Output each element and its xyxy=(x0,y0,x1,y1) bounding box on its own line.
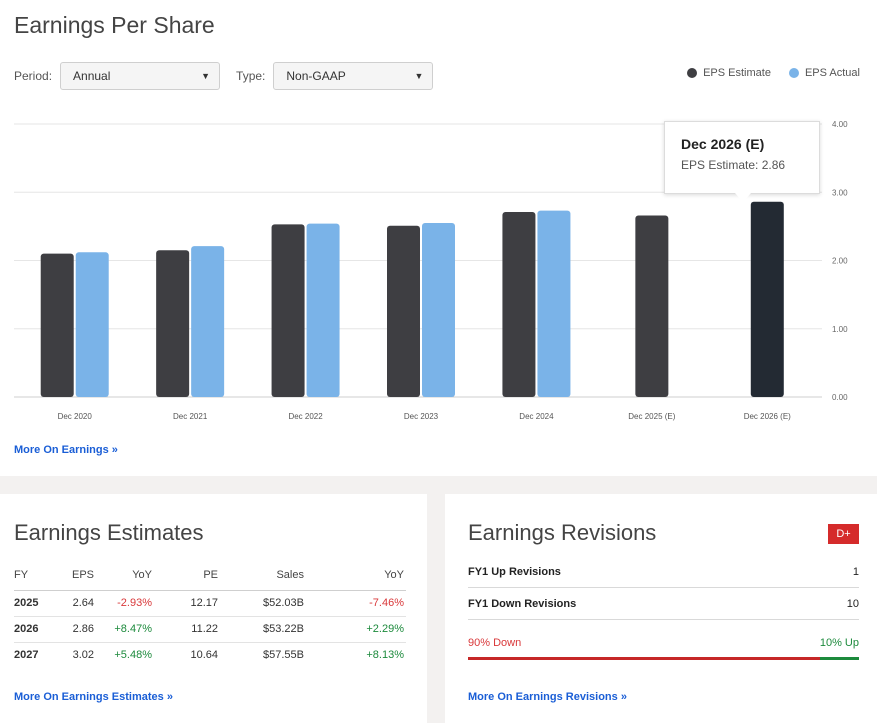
col-header-sales: Sales xyxy=(220,560,306,591)
earnings-estimates-panel: Earnings Estimates FY EPS YoY PE Sales Y… xyxy=(0,494,427,723)
cell-eps: 2.64 xyxy=(62,590,96,617)
x-tick-label: Dec 2026 (E) xyxy=(744,412,791,421)
legend-item-estimate[interactable]: EPS Estimate xyxy=(687,67,771,79)
down-revisions-row: FY1 Down Revisions 10 xyxy=(468,588,859,620)
revisions-grade-badge: D+ xyxy=(828,524,859,544)
bar-eps-estimate[interactable] xyxy=(502,212,536,397)
cell-yoy: -2.93% xyxy=(96,590,154,617)
bar-eps-estimate[interactable] xyxy=(156,250,190,397)
down-revisions-label: FY1 Down Revisions xyxy=(468,597,577,610)
x-tick-label: Dec 2022 xyxy=(288,412,323,421)
table-header-row: FY EPS YoY PE Sales YoY xyxy=(14,560,406,591)
bar-eps-estimate[interactable] xyxy=(387,225,420,397)
x-tick-label: Dec 2023 xyxy=(404,412,439,421)
col-header-eps: EPS xyxy=(62,560,96,591)
revisions-title: Earnings Revisions xyxy=(468,520,657,545)
down-percent-label: 90% Down xyxy=(468,637,522,649)
legend-label-actual: EPS Actual xyxy=(804,67,860,79)
tooltip-row: EPS Estimate: 2.86 xyxy=(681,158,819,172)
up-revisions-row: FY1 Up Revisions 1 xyxy=(468,556,859,588)
y-tick-label: 4.00 xyxy=(832,120,848,129)
earnings-revisions-panel: Earnings Revisions D+ FY1 Up Revisions 1… xyxy=(445,494,877,723)
cell-eps: 2.86 xyxy=(62,616,96,643)
cell-sales-yoy: +8.13% xyxy=(366,649,404,662)
more-revisions-link[interactable]: More On Earnings Revisions » xyxy=(468,691,627,703)
col-header-yoy: YoY xyxy=(96,560,154,591)
more-earnings-link[interactable]: More On Earnings » xyxy=(14,444,118,456)
revision-ratio-bar xyxy=(468,657,859,660)
cell-pe: 12.17 xyxy=(154,590,220,617)
cell-sales-yoy: -7.46% xyxy=(306,590,406,617)
y-tick-label: 0.00 xyxy=(832,393,848,402)
eps-bar-chart: 0.00 1.00 2.00 3.00 4.00 Dec 2020 Dec 2021 Dec … xyxy=(14,120,848,421)
bar-eps-actual[interactable] xyxy=(306,223,340,397)
x-tick-label: Dec 2020 xyxy=(58,412,93,421)
bar-eps-actual[interactable] xyxy=(422,222,455,397)
cell-fy: 2027 xyxy=(14,649,39,662)
bar-eps-actual[interactable] xyxy=(537,210,571,397)
period-select-value: Annual xyxy=(73,69,111,83)
bar-eps-estimate[interactable] xyxy=(40,253,74,397)
page-title: Earnings Per Share xyxy=(14,12,215,38)
more-estimates-link[interactable]: More On Earnings Estimates » xyxy=(14,691,173,703)
cell-sales-yoy: +2.29% xyxy=(306,616,406,643)
legend-dot-icon xyxy=(788,68,799,78)
caret-down-icon: ▼ xyxy=(201,71,211,81)
cell-pe: 10.64 xyxy=(190,649,218,662)
table-row: 2026 2.86 +8.47% 11.22 $53.22B +2.29% xyxy=(14,616,406,643)
cell-pe: 11.22 xyxy=(154,616,220,643)
type-select[interactable]: Non-GAAP ▼ xyxy=(273,62,434,90)
tooltip-arrow xyxy=(735,193,751,202)
col-header-pe: PE xyxy=(154,560,220,591)
tooltip-title: Dec 2026 (E) xyxy=(681,136,765,152)
y-tick-label: 2.00 xyxy=(832,257,848,266)
up-revisions-value: 1 xyxy=(852,565,859,578)
y-tick-label: 1.00 xyxy=(832,325,848,334)
cell-eps: 3.02 xyxy=(72,649,94,662)
up-percent-label: 10% Up xyxy=(819,637,859,649)
y-tick-label: 3.00 xyxy=(832,188,848,197)
bar-eps-actual[interactable] xyxy=(75,252,109,397)
bar-eps-estimate[interactable] xyxy=(271,224,305,397)
legend-label-estimate: EPS Estimate xyxy=(703,67,771,79)
bar-eps-estimate[interactable] xyxy=(750,201,784,397)
down-revisions-value: 10 xyxy=(846,597,859,610)
type-select-value: Non-GAAP xyxy=(286,69,346,83)
col-header-fy: FY xyxy=(14,560,62,591)
cell-yoy: +5.48% xyxy=(114,649,152,662)
chart-legend: EPS Estimate EPS Actual xyxy=(669,67,860,79)
cell-sales: $52.03B xyxy=(220,590,306,617)
period-label: Period: xyxy=(14,69,53,83)
x-tick-label: Dec 2024 xyxy=(519,412,554,421)
bar-eps-estimate[interactable] xyxy=(635,215,669,397)
caret-down-icon: ▼ xyxy=(414,71,424,81)
chart-controls: Period: Annual ▼ Type: Non-GAAP ▼ xyxy=(14,62,434,90)
estimates-title: Earnings Estimates xyxy=(14,520,204,545)
legend-dot-icon xyxy=(687,68,698,78)
eps-panel: Earnings Per Share Period: Annual ▼ Type… xyxy=(0,0,877,476)
revision-ratio-labels: 90% Down 10% Up xyxy=(468,637,859,649)
cell-fy: 2026 xyxy=(14,616,62,643)
legend-item-actual[interactable]: EPS Actual xyxy=(788,67,860,79)
revision-ratio-down-fill xyxy=(468,657,820,660)
x-tick-label: Dec 2025 (E) xyxy=(628,412,675,421)
x-tick-label: Dec 2021 xyxy=(173,412,208,421)
up-revisions-label: FY1 Up Revisions xyxy=(468,565,561,578)
table-row: 2025 2.64 -2.93% 12.17 $52.03B -7.46% xyxy=(14,590,406,617)
chart-tooltip: Dec 2026 (E) EPS Estimate: 2.86 xyxy=(664,121,820,202)
cell-fy: 2025 xyxy=(14,590,62,617)
col-header-sales-yoy: YoY xyxy=(306,560,406,591)
estimates-table: FY EPS YoY PE Sales YoY 2025 2.64 -2.93%… xyxy=(14,560,406,668)
tooltip-label: EPS Estimate: xyxy=(681,158,759,172)
cell-sales: $53.22B xyxy=(220,616,306,643)
bar-eps-actual[interactable] xyxy=(191,246,225,397)
cell-sales: $57.55B xyxy=(263,649,304,662)
cell-yoy: +8.47% xyxy=(96,616,154,643)
tooltip-value: 2.86 xyxy=(761,158,786,172)
table-row: 2027 3.02 +5.48% 10.64 $57.55B +8.13% xyxy=(14,642,406,668)
type-label: Type: xyxy=(236,69,266,83)
period-select[interactable]: Annual ▼ xyxy=(60,62,221,90)
